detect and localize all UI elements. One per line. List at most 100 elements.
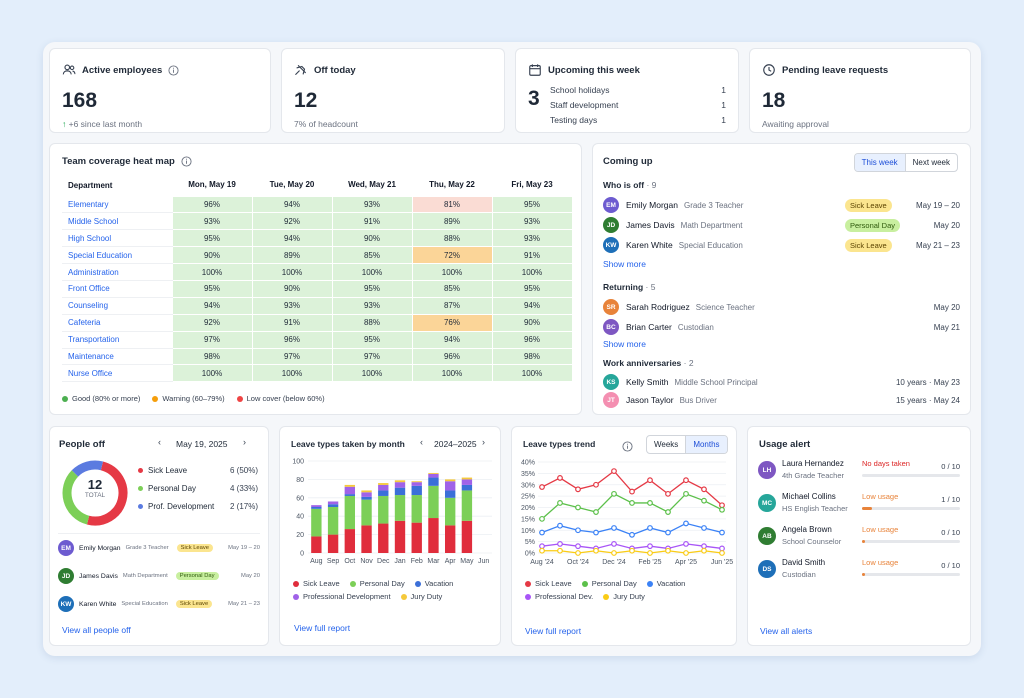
person-row[interactable]: JD James Davis Math Department Personal Day… (58, 568, 260, 584)
bar-segment[interactable] (378, 490, 389, 496)
bar-segment[interactable] (378, 484, 389, 491)
person-row[interactable]: SR Sarah Rodriguez Science Teacher May 20 (603, 298, 960, 316)
person-row[interactable]: KW Karen White Special Education Sick Leave… (58, 596, 260, 612)
data-point[interactable] (701, 497, 707, 504)
bar-segment[interactable] (428, 477, 439, 486)
series-line[interactable] (541, 493, 723, 520)
department-link[interactable]: Special Education (62, 246, 172, 265)
bar-segment[interactable] (378, 495, 389, 524)
view-full-report-link[interactable]: View full report (525, 626, 582, 636)
data-point[interactable] (593, 529, 599, 536)
bar-segment[interactable] (311, 508, 322, 537)
data-point[interactable] (557, 540, 563, 547)
data-point[interactable] (575, 486, 581, 493)
data-point[interactable] (719, 550, 725, 556)
data-point[interactable] (701, 525, 707, 531)
bar-segment[interactable] (394, 487, 406, 496)
department-link[interactable]: Cafeteria (62, 314, 172, 332)
data-point[interactable] (701, 547, 707, 554)
bar-segment[interactable] (411, 482, 422, 486)
data-point[interactable] (539, 484, 545, 490)
info-icon[interactable] (622, 439, 633, 452)
bar-segment[interactable] (394, 482, 406, 488)
chevron-right-icon[interactable]: › (482, 437, 485, 447)
department-link[interactable]: High School (62, 229, 172, 248)
data-point[interactable] (719, 502, 725, 509)
bar-segment[interactable] (361, 490, 372, 493)
bar-segment[interactable] (444, 479, 456, 482)
bar-segment[interactable] (327, 504, 339, 507)
bar-segment[interactable] (428, 473, 439, 478)
show-more-link[interactable]: Show more (603, 339, 646, 349)
data-point[interactable] (683, 550, 689, 556)
bar-segment[interactable] (461, 477, 473, 480)
department-link[interactable]: Front Office (62, 280, 172, 298)
show-more-link[interactable]: Show more (603, 259, 646, 269)
bar-segment[interactable] (311, 536, 322, 553)
bar-segment[interactable] (428, 485, 439, 519)
data-point[interactable] (575, 550, 581, 556)
data-point[interactable] (557, 522, 563, 529)
bar-segment[interactable] (394, 495, 406, 521)
toggle-this-week[interactable]: This week (854, 154, 906, 171)
person-row[interactable]: JT Jason Taylor Bus Driver 15 years · May 2… (603, 391, 960, 409)
view-full-report-link[interactable]: View full report (294, 623, 351, 633)
data-point[interactable] (539, 547, 545, 554)
data-point[interactable] (701, 543, 707, 550)
bar-segment[interactable] (378, 523, 389, 553)
view-all-alerts-link[interactable]: View all alerts (760, 626, 813, 636)
bar-segment[interactable] (361, 499, 372, 526)
data-point[interactable] (665, 529, 671, 536)
bar-segment[interactable] (361, 496, 372, 500)
data-point[interactable] (647, 525, 653, 531)
view-all-people-off-link[interactable]: View all people off (62, 625, 131, 635)
bar-segment[interactable] (311, 505, 322, 507)
data-point[interactable] (539, 543, 545, 550)
department-link[interactable]: Middle School (62, 212, 172, 231)
usage-alert-row[interactable]: LH Laura Hernandez 4th Grade Teacher No day… (758, 459, 960, 489)
bar-segment[interactable] (461, 520, 473, 553)
bar-segment[interactable] (344, 529, 356, 553)
bar-segment[interactable] (378, 483, 389, 485)
bar-segment[interactable] (428, 472, 439, 474)
bar-segment[interactable] (327, 507, 339, 535)
info-icon[interactable] (181, 156, 192, 167)
bar-segment[interactable] (411, 481, 422, 483)
usage-alert-row[interactable]: AB Angela Brown School Counselor Low usage 0… (758, 525, 960, 555)
data-point[interactable] (557, 547, 563, 554)
person-row[interactable]: KW Karen White Special Education Sick Leave… (603, 236, 960, 254)
data-point[interactable] (611, 490, 617, 497)
data-point[interactable] (647, 543, 653, 550)
data-point[interactable] (593, 509, 599, 515)
data-point[interactable] (683, 520, 689, 527)
data-point[interactable] (611, 468, 617, 474)
data-point[interactable] (539, 515, 545, 522)
data-point[interactable] (647, 500, 653, 506)
person-row[interactable]: BC Brian Carter Custodian May 21 (603, 318, 960, 336)
chevron-left-icon[interactable]: ‹ (158, 437, 161, 447)
data-point[interactable] (575, 504, 581, 511)
data-point[interactable] (611, 550, 617, 556)
person-row[interactable]: EM Emily Morgan Grade 3 Teacher Sick Leave M… (603, 196, 960, 214)
donut-segment[interactable] (86, 461, 128, 526)
data-point[interactable] (593, 547, 599, 554)
bar-segment[interactable] (327, 501, 339, 505)
data-point[interactable] (665, 547, 671, 554)
chevron-left-icon[interactable]: ‹ (420, 437, 423, 447)
person-row[interactable]: JD James Davis Math Department Personal Day… (603, 216, 960, 234)
bar-segment[interactable] (344, 486, 356, 495)
bar-segment[interactable] (344, 494, 356, 496)
bar-segment[interactable] (361, 492, 372, 497)
department-link[interactable]: Transportation (62, 331, 172, 349)
data-point[interactable] (629, 488, 635, 495)
data-point[interactable] (719, 545, 725, 552)
data-point[interactable] (665, 490, 671, 497)
bar-segment[interactable] (444, 490, 456, 498)
usage-alert-row[interactable]: MC Michael Collins HS English Teacher Low u… (758, 492, 960, 522)
donut-segment[interactable] (62, 470, 90, 525)
bar-segment[interactable] (311, 507, 322, 509)
data-point[interactable] (647, 550, 653, 556)
donut-segment[interactable] (71, 460, 104, 477)
person-row[interactable]: KS Kelly Smith Middle School Principal 10 y… (603, 373, 960, 391)
person-row[interactable]: EM Emily Morgan Grade 3 Teacher Sick Leave M… (58, 540, 260, 556)
